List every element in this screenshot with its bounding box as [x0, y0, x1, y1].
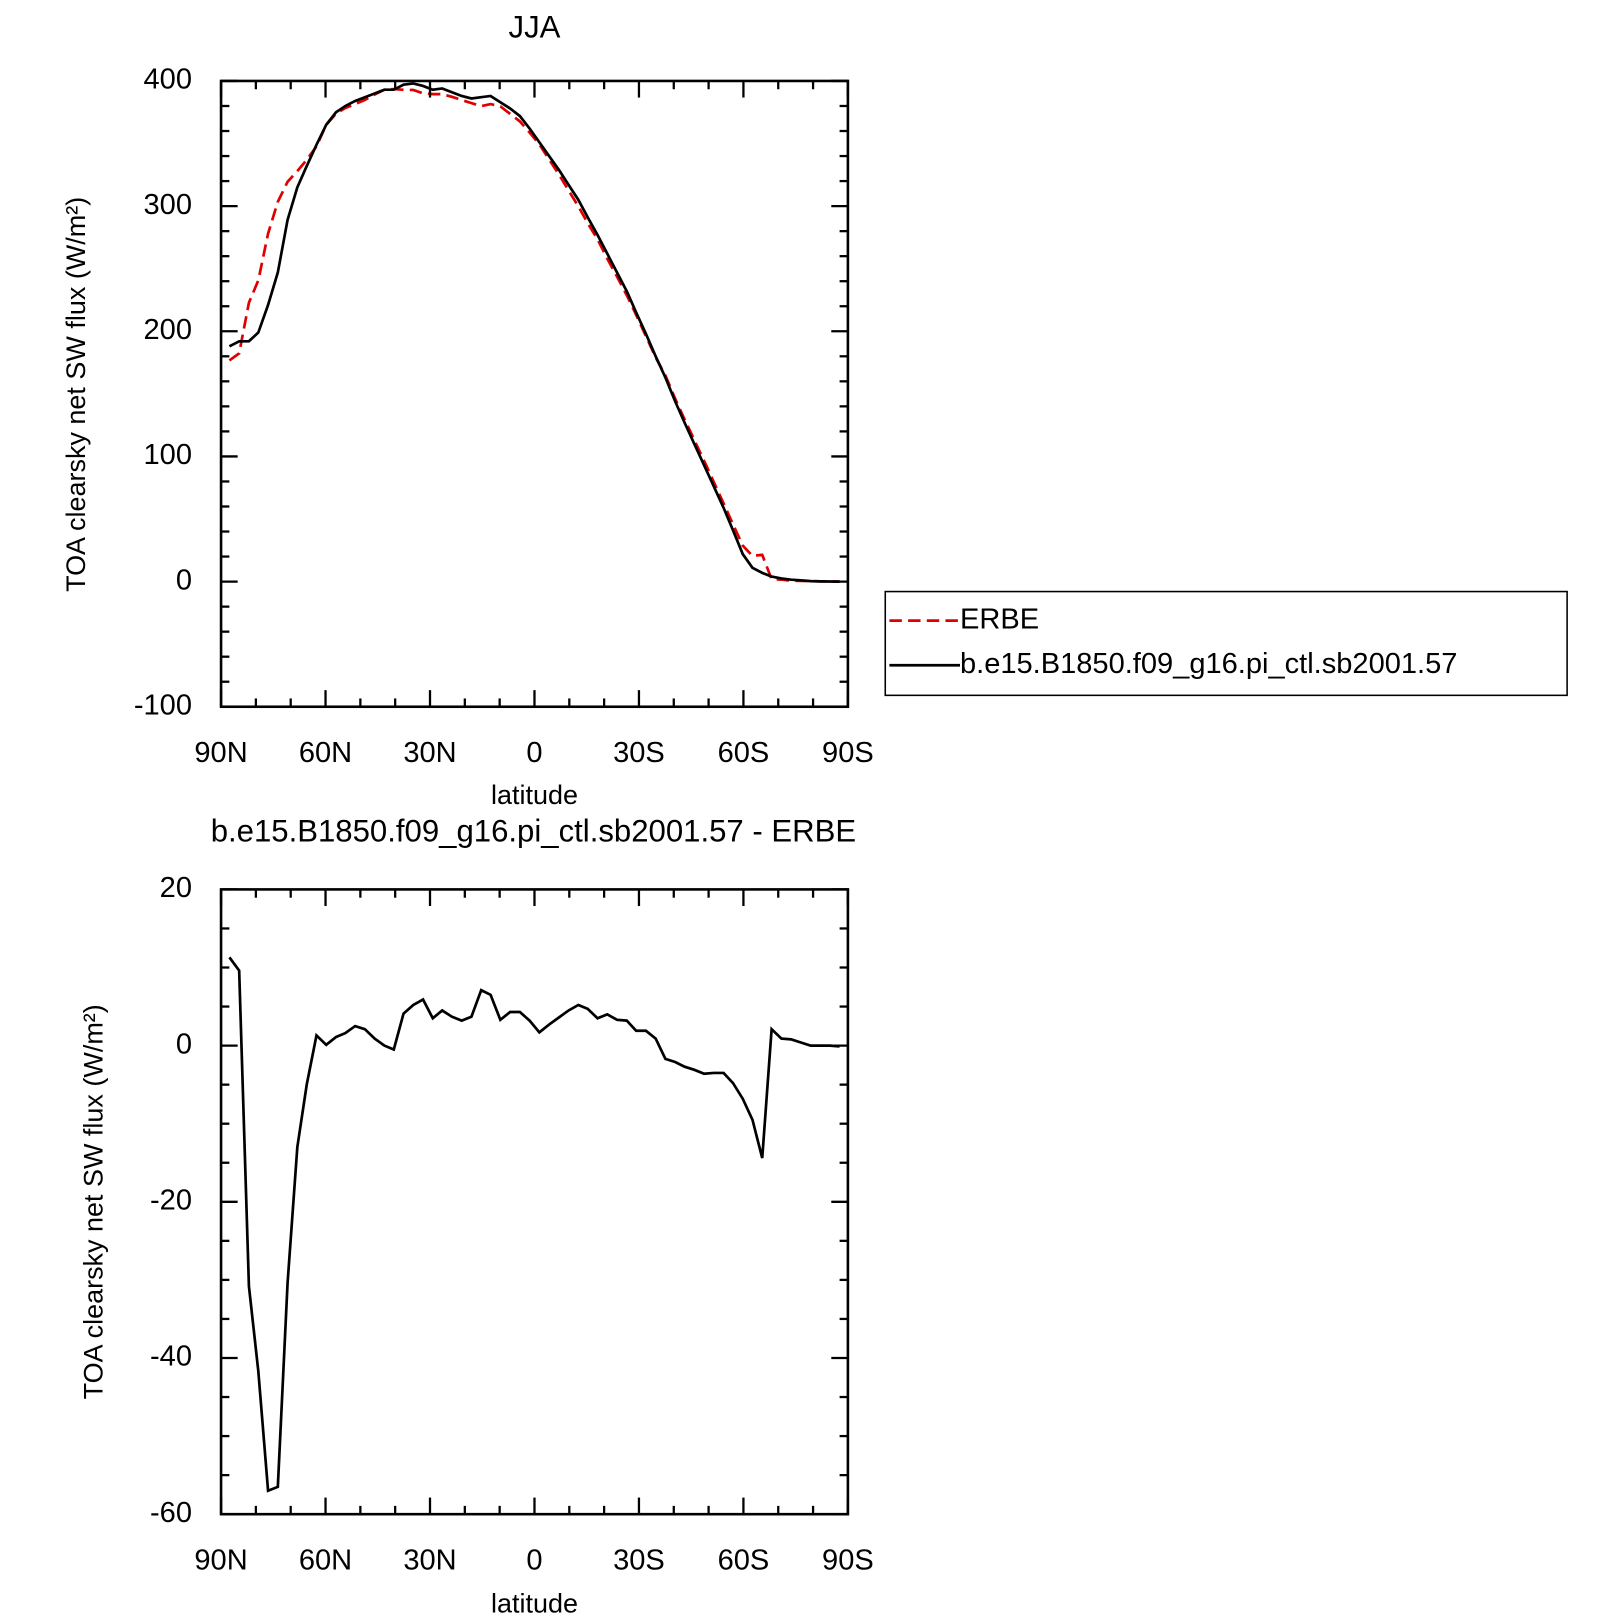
- data-line: [228, 956, 840, 1493]
- x-tick-label: 30S: [613, 737, 665, 769]
- legend-label: ERBE: [960, 603, 1039, 635]
- y-axis-label: TOA clearsky net SW flux (W/m²): [79, 1004, 109, 1399]
- y-tick-label: 0: [176, 564, 192, 596]
- plot-frame: [219, 888, 850, 1516]
- x-tick-label: 60N: [299, 1545, 352, 1577]
- data-line: [228, 82, 840, 583]
- y-tick-label: -60: [150, 1497, 192, 1529]
- x-axis-label: latitude: [491, 1589, 578, 1619]
- plot-lines: [228, 956, 840, 1493]
- x-tick-label: 30S: [613, 1545, 665, 1577]
- x-tick-label: 60N: [299, 737, 352, 769]
- y-tick-label: 20: [160, 872, 192, 904]
- y-tick-label: 100: [144, 439, 192, 471]
- y-tick-label: 400: [144, 64, 192, 96]
- x-tick-label: 60S: [718, 1545, 770, 1577]
- y-tick-label: 300: [144, 189, 192, 221]
- data-line: [228, 87, 840, 583]
- plot-lines: [228, 82, 840, 583]
- y-axis-label: TOA clearsky net SW flux (W/m²): [61, 197, 91, 592]
- y-tick-label: 0: [176, 1028, 192, 1060]
- chart-title: JJA: [509, 9, 561, 44]
- x-tick-label: 30N: [403, 1545, 456, 1577]
- x-tick-label: 0: [526, 737, 542, 769]
- y-tick-label: -20: [150, 1184, 192, 1216]
- y-tick-label: 200: [144, 314, 192, 346]
- plot-frame: [219, 79, 850, 709]
- x-tick-label: 30N: [403, 737, 456, 769]
- x-tick-label: 60S: [718, 737, 770, 769]
- x-tick-label: 90N: [194, 1545, 247, 1577]
- x-tick-label: 90S: [822, 1545, 874, 1577]
- x-tick-label: 90N: [194, 737, 247, 769]
- y-tick-label: -100: [134, 689, 192, 721]
- x-tick-label: 0: [526, 1545, 542, 1577]
- chart-title: b.e15.B1850.f09_g16.pi_ctl.sb2001.57 - E…: [211, 814, 856, 849]
- y-tick-label: -40: [150, 1341, 192, 1373]
- legend-label: b.e15.B1850.f09_g16.pi_ctl.sb2001.57: [960, 648, 1457, 680]
- legend-box: [884, 590, 1568, 697]
- legend: ERBE b.e15.B1850.f09_g16.pi_ctl.sb2001.57: [884, 590, 1568, 697]
- x-axis-label: latitude: [491, 780, 578, 810]
- x-tick-label: 90S: [822, 737, 874, 769]
